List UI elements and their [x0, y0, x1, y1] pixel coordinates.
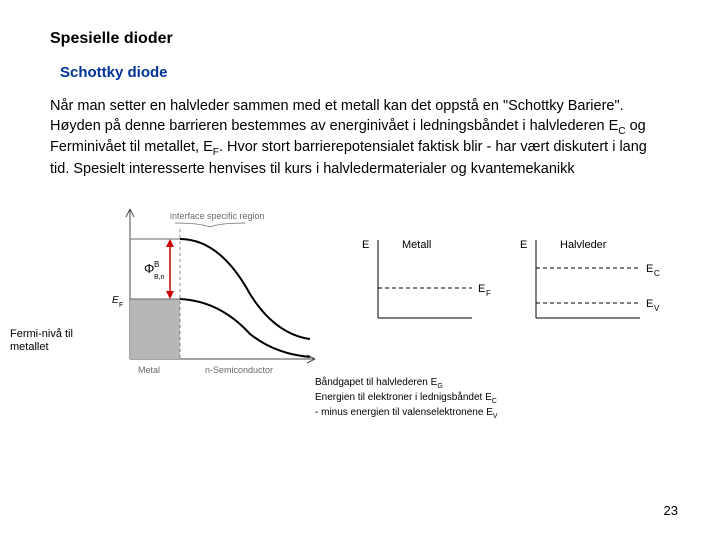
halvleder-e-axis: E: [520, 239, 527, 251]
svg-text:Φ: Φ: [144, 261, 154, 276]
svg-text:B,n: B,n: [154, 274, 165, 281]
bandgap-l3-sub: V: [493, 413, 498, 420]
section-subtitle: Schottky diode: [60, 64, 670, 81]
svg-text:B: B: [154, 260, 159, 269]
fermi-level-label: Fermi-nivå til metallet: [10, 328, 80, 354]
bandgap-l2-sub: C: [492, 398, 497, 405]
interface-label: interface specific region: [170, 211, 265, 221]
metall-title: Metall: [402, 239, 431, 251]
svg-text:F: F: [119, 302, 123, 309]
semi-axis-label: n-Semiconductor: [205, 365, 273, 375]
halvleder-ec: E: [646, 263, 653, 275]
halvleder-band-diagram: E Halvleder E C E V: [520, 238, 690, 343]
svg-text:E: E: [112, 295, 119, 306]
halvleder-title: Halvleder: [560, 239, 607, 251]
bandgap-l1: Båndgapet til halvlederen E: [315, 377, 437, 388]
bandgap-caption: Båndgapet til halvlederen EG Energien ti…: [315, 376, 498, 421]
metall-ef-sub: F: [486, 289, 491, 298]
body-sub1: C: [618, 125, 625, 136]
body-part1: Når man setter en halvleder sammen med e…: [50, 98, 624, 134]
fermi-l2: metallet: [10, 341, 49, 353]
body-paragraph: Når man setter en halvleder sammen med e…: [50, 97, 670, 179]
fermi-l1: Fermi-nivå til: [10, 328, 73, 340]
page-title: Spesielle dioder: [50, 30, 670, 48]
halvleder-ev: E: [646, 298, 653, 310]
metall-band-diagram: E Metall E F: [362, 238, 512, 343]
halvleder-ec-sub: C: [654, 269, 660, 278]
bandgap-l3: - minus energien til valenselektronene E: [315, 407, 493, 418]
page-number: 23: [664, 503, 678, 518]
halvleder-ev-sub: V: [654, 304, 660, 313]
bandgap-l2: Energien til elektroner i lednigsbåndet …: [315, 392, 492, 403]
metall-e-axis: E: [362, 239, 369, 251]
bandgap-l1-sub: G: [437, 383, 442, 390]
metal-axis-label: Metal: [138, 365, 160, 375]
metall-ef: E: [478, 283, 485, 295]
